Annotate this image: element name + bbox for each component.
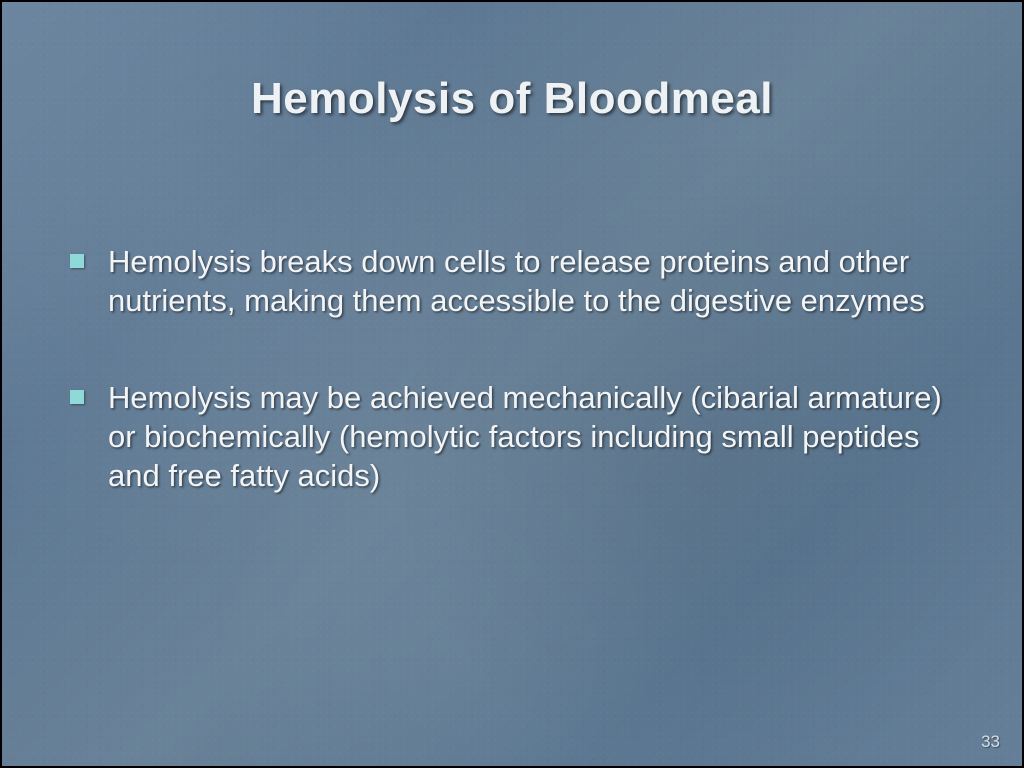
- bullet-list: Hemolysis breaks down cells to release p…: [62, 242, 952, 495]
- page-number: 33: [981, 732, 1000, 752]
- list-item: Hemolysis may be achieved mechanically (…: [62, 378, 952, 495]
- slide: Hemolysis of Bloodmeal Hemolysis breaks …: [2, 2, 1022, 766]
- slide-title: Hemolysis of Bloodmeal: [2, 2, 1022, 124]
- slide-body: Hemolysis breaks down cells to release p…: [62, 242, 952, 553]
- list-item: Hemolysis breaks down cells to release p…: [62, 242, 952, 320]
